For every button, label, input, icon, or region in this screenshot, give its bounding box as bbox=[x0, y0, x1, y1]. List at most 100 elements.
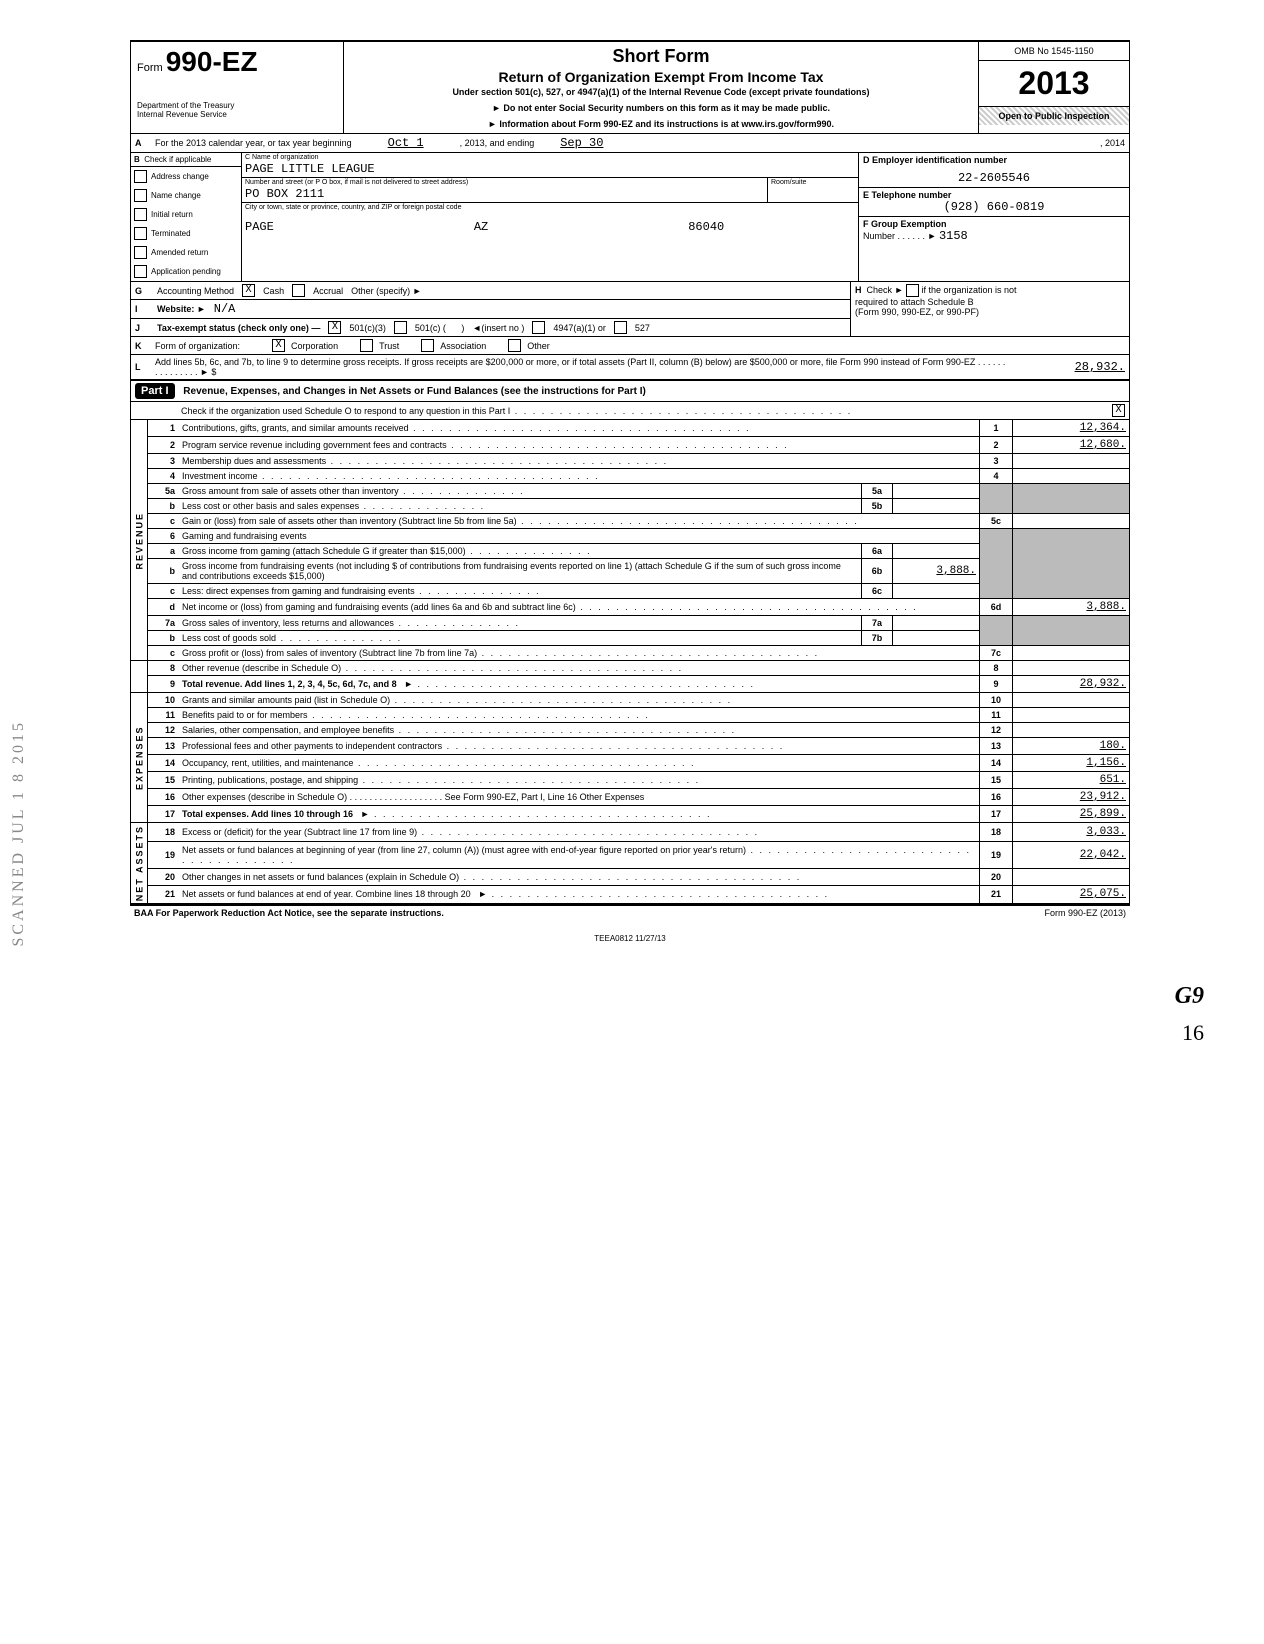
l5-grey bbox=[980, 484, 1013, 514]
chk-schedule-o[interactable]: X bbox=[1112, 404, 1125, 417]
l7c-num: 7c bbox=[980, 646, 1013, 661]
chk-other-org[interactable] bbox=[508, 339, 521, 352]
l17-desc: Total expenses. Add lines 10 through 16 … bbox=[179, 806, 980, 823]
open-to-public: Open to Public Inspection bbox=[979, 107, 1129, 125]
l5b-ma bbox=[893, 499, 980, 514]
l6a-desc: Gross income from gaming (attach Schedul… bbox=[179, 544, 862, 559]
chk-4947[interactable] bbox=[532, 321, 545, 334]
baa-footer: BAA For Paperwork Reduction Act Notice, … bbox=[130, 904, 1130, 920]
l9-no: 9 bbox=[148, 676, 180, 693]
l13-amt: 180. bbox=[1013, 738, 1130, 755]
l11-desc: Benefits paid to or for members bbox=[179, 708, 980, 723]
tax-year-begin: Oct 1 bbox=[358, 136, 454, 150]
l6b-ml: 6b bbox=[862, 559, 893, 584]
lbl-addr-change: Address change bbox=[151, 172, 209, 181]
lbl-amended: Amended return bbox=[151, 248, 208, 257]
chk-addr[interactable] bbox=[134, 170, 147, 183]
line-a-text1: For the 2013 calendar year, or tax year … bbox=[155, 138, 352, 148]
l19-desc: Net assets or fund balances at beginning… bbox=[179, 841, 980, 868]
chk-501c[interactable] bbox=[394, 321, 407, 334]
year-block: OMB No 1545-1150 2013 Open to Public Ins… bbox=[979, 42, 1129, 133]
l20-amt bbox=[1013, 869, 1130, 885]
tax-year-end: Sep 30 bbox=[540, 136, 623, 150]
ein: 22-2605546 bbox=[863, 165, 1125, 185]
chk-pending[interactable] bbox=[134, 265, 147, 278]
l21-amt: 25,075. bbox=[1013, 885, 1130, 904]
l21-no: 21 bbox=[148, 885, 180, 904]
chk-501c3[interactable]: X bbox=[328, 321, 341, 334]
omb-number: OMB No 1545-1150 bbox=[979, 42, 1129, 61]
l5c-num: 5c bbox=[980, 514, 1013, 529]
l18-amt: 3,033. bbox=[1013, 823, 1130, 842]
l3-num: 3 bbox=[980, 454, 1013, 469]
l9-amt: 28,932. bbox=[1013, 676, 1130, 693]
l5a-ml: 5a bbox=[862, 484, 893, 499]
lines-g-i-j: G Accounting Method XCash Accrual Other … bbox=[130, 282, 1130, 337]
l3-desc: Membership dues and assessments bbox=[179, 454, 980, 469]
l5a-no: 5a bbox=[148, 484, 180, 499]
l-text: Add lines 5b, 6c, and 7b, to line 9 to d… bbox=[155, 357, 1009, 377]
street-label: Number and street (or P O box, if mail i… bbox=[242, 178, 767, 187]
chk-terminated[interactable] bbox=[134, 227, 147, 240]
l8-desc: Other revenue (describe in Schedule O) bbox=[179, 661, 980, 676]
note-info: ► Information about Form 990-EZ and its … bbox=[350, 119, 972, 129]
l16-no: 16 bbox=[148, 789, 180, 806]
title-block: Short Form Return of Organization Exempt… bbox=[344, 42, 979, 133]
l11-amt bbox=[1013, 708, 1130, 723]
l5a-desc: Gross amount from sale of assets other t… bbox=[179, 484, 862, 499]
chk-assoc[interactable] bbox=[421, 339, 434, 352]
l2-no: 2 bbox=[148, 437, 180, 454]
l6c-ml: 6c bbox=[862, 584, 893, 599]
l1-desc: Contributions, gifts, grants, and simila… bbox=[179, 420, 980, 437]
l4-no: 4 bbox=[148, 469, 180, 484]
l3-no: 3 bbox=[148, 454, 180, 469]
chk-trust[interactable] bbox=[360, 339, 373, 352]
l1-amt: 12,364. bbox=[1013, 420, 1130, 437]
l8-num: 8 bbox=[980, 661, 1013, 676]
chk-corp[interactable]: X bbox=[272, 339, 285, 352]
lbl-terminated: Terminated bbox=[151, 229, 191, 238]
g-label: Accounting Method bbox=[157, 286, 234, 296]
l7a-ma bbox=[893, 616, 980, 631]
l7-grey-amt bbox=[1013, 616, 1130, 646]
part1-table: REVENUE 1 Contributions, gifts, grants, … bbox=[130, 420, 1130, 904]
line-a-text2: , 2013, and ending bbox=[460, 138, 535, 148]
l14-amt: 1,156. bbox=[1013, 755, 1130, 772]
chk-initial[interactable] bbox=[134, 208, 147, 221]
l7a-desc: Gross sales of inventory, less returns a… bbox=[179, 616, 862, 631]
group-exemption: 3158 bbox=[939, 229, 968, 243]
form-number: 990-EZ bbox=[166, 46, 258, 77]
l12-num: 12 bbox=[980, 723, 1013, 738]
l10-no: 10 bbox=[148, 693, 180, 708]
l18-no: 18 bbox=[148, 823, 180, 842]
l3-amt bbox=[1013, 454, 1130, 469]
l10-num: 10 bbox=[980, 693, 1013, 708]
chk-amended[interactable] bbox=[134, 246, 147, 259]
l17-amt: 25,899. bbox=[1013, 806, 1130, 823]
l7-grey bbox=[980, 616, 1013, 646]
chk-527[interactable] bbox=[614, 321, 627, 334]
street-val: PO BOX 2111 bbox=[242, 187, 767, 202]
l-amount: 28,932. bbox=[1015, 360, 1125, 374]
lbl-assoc: Association bbox=[440, 341, 486, 351]
chk-cash[interactable]: X bbox=[242, 284, 255, 297]
l5b-desc: Less cost or other basis and sales expen… bbox=[179, 499, 862, 514]
lbl-other-org: Other bbox=[527, 341, 550, 351]
c-label: C Name of organization bbox=[242, 153, 858, 162]
l6b-no: b bbox=[148, 559, 180, 584]
form-ident: Form 990-EZ Department of the Treasury I… bbox=[131, 42, 344, 133]
handwritten-g9: G9 bbox=[0, 983, 1204, 1010]
l20-desc: Other changes in net assets or fund bala… bbox=[179, 869, 980, 885]
l5a-ma bbox=[893, 484, 980, 499]
chk-name[interactable] bbox=[134, 189, 147, 202]
chk-accrual[interactable] bbox=[292, 284, 305, 297]
lbl-4947: 4947(a)(1) or bbox=[553, 323, 606, 333]
lbl-other: Other (specify) ► bbox=[351, 286, 421, 296]
l20-no: 20 bbox=[148, 869, 180, 885]
org-name: PAGE LITTLE LEAGUE bbox=[242, 162, 858, 177]
l2-desc: Program service revenue including govern… bbox=[179, 437, 980, 454]
l6d-desc: Net income or (loss) from gaming and fun… bbox=[179, 599, 980, 616]
chk-h[interactable] bbox=[906, 284, 919, 297]
l6c-ma bbox=[893, 584, 980, 599]
l6d-amt: 3,888. bbox=[1013, 599, 1130, 616]
